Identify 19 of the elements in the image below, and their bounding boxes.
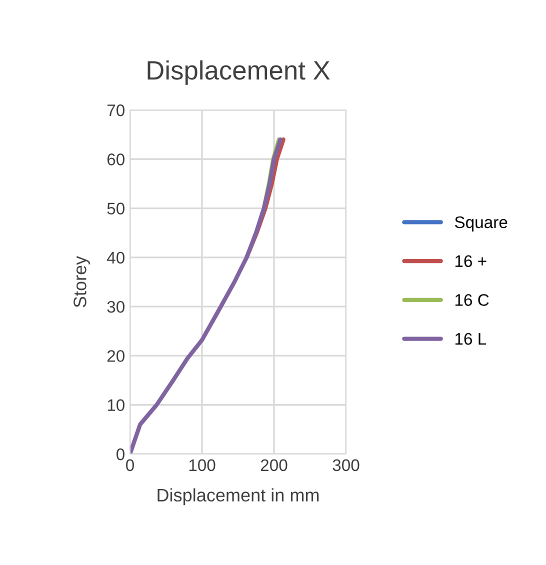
y-axis-title: Storey	[74, 256, 90, 308]
y-tick-label: 30	[107, 300, 124, 313]
y-tick-label: 0	[116, 448, 124, 460]
y-tick-label: 50	[107, 202, 124, 214]
chart-title: Displacement X	[148, 60, 330, 85]
y-tick-label: 40	[106, 252, 124, 264]
x-tick-label: 300	[332, 459, 360, 472]
y-tick-label: 70	[107, 104, 124, 116]
legend-label: Square	[454, 216, 508, 232]
legend-label: 16 L	[455, 332, 486, 345]
x-axis-title: Displacement in mm	[158, 488, 319, 506]
legend-label: 16 C	[455, 294, 489, 306]
legend-label: 16 +	[455, 255, 486, 268]
x-tick-label: 100	[189, 459, 216, 472]
x-tick-label: 0	[126, 459, 134, 472]
y-tick-label: 60	[107, 154, 124, 166]
x-tick-label: 200	[260, 459, 288, 472]
y-tick-label: 10	[108, 399, 124, 412]
y-tick-label: 20	[107, 350, 124, 362]
